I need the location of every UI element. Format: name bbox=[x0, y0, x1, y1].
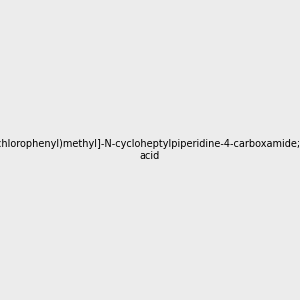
Text: 1-[(4-chlorophenyl)methyl]-N-cycloheptylpiperidine-4-carboxamide;oxalic acid: 1-[(4-chlorophenyl)methyl]-N-cycloheptyl… bbox=[0, 139, 300, 161]
